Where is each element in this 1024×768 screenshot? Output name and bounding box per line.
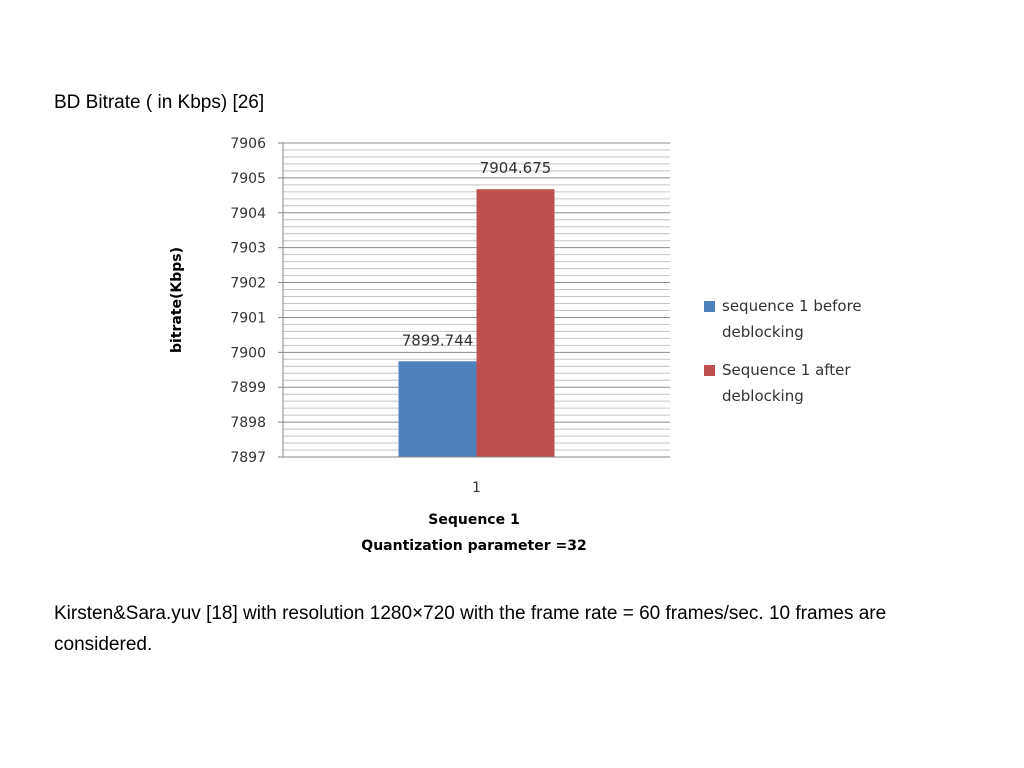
x-axis-title-line-1: Sequence 1	[428, 512, 519, 528]
data-label-series-2: 7904.675	[480, 159, 552, 177]
y-tick-label: 7904	[230, 206, 266, 222]
chart-bars	[398, 189, 555, 457]
data-label-series-1: 7899.744	[402, 331, 474, 349]
x-axis-ticks: 1	[472, 480, 481, 496]
y-tick-label: 7899	[230, 380, 266, 396]
y-tick-label: 7900	[230, 345, 266, 361]
x-tick-label: 1	[472, 480, 481, 496]
legend-label-series-2: Sequence 1 after deblocking	[722, 361, 851, 405]
chart-legend: sequence 1 before deblocking Sequence 1 af…	[704, 297, 862, 405]
slide-title: BD Bitrate ( in Kbps) [26]	[54, 92, 265, 113]
y-tick-label: 7897	[230, 450, 266, 466]
y-axis-ticks: 7897 7898 7899 7900 7901 7902 7903 7904 7905 7906	[230, 136, 283, 466]
y-tick-label: 7903	[230, 241, 266, 257]
bar-series-1	[398, 361, 477, 457]
y-tick-label: 7902	[230, 276, 266, 292]
bar-series-2	[476, 189, 555, 457]
y-tick-label: 7906	[230, 136, 266, 152]
legend-swatch-series-2	[704, 365, 715, 376]
y-tick-label: 7898	[230, 415, 266, 431]
y-axis-title: bitrate(Kbps)	[169, 247, 185, 353]
data-labels: 7899.744 7904.675	[402, 159, 552, 349]
legend-label-series-1: sequence 1 before deblocking	[722, 297, 862, 341]
x-axis-title-line-2: Quantization parameter =32	[361, 538, 586, 554]
y-tick-label: 7905	[230, 171, 266, 187]
legend-swatch-series-1	[704, 301, 715, 312]
slide-caption: Kirsten&Sara.yuv [18] with resolution 12…	[54, 603, 887, 655]
y-tick-label: 7901	[230, 310, 266, 326]
